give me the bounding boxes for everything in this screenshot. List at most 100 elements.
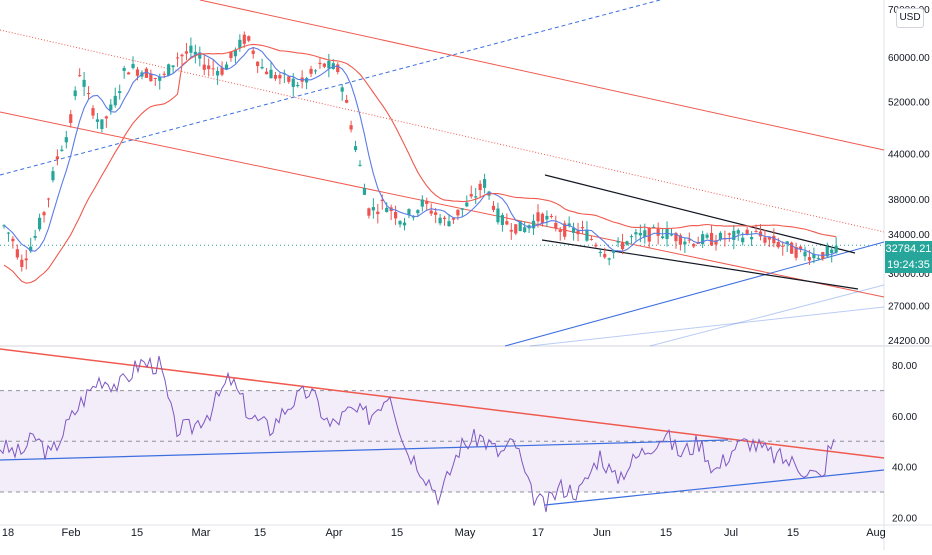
candle-body <box>69 114 73 123</box>
candle-body <box>647 227 651 242</box>
candle-body <box>127 72 131 75</box>
candle-body <box>451 218 456 220</box>
candle-body <box>340 87 344 92</box>
price-tick-label: 52000.00 <box>888 97 930 108</box>
time-tick-label: 17 <box>532 527 544 539</box>
candle-body <box>514 224 518 234</box>
candle-body <box>371 207 375 211</box>
candle-body <box>287 76 291 82</box>
candle-body <box>367 208 371 216</box>
candle-body <box>385 207 389 213</box>
candle-body <box>741 237 745 243</box>
candle-body <box>465 202 469 207</box>
candle-body <box>278 75 282 79</box>
candle-body <box>309 68 313 74</box>
price-tick-label: 30000.00 <box>888 269 930 280</box>
rsi-tick-label: 60.00 <box>892 412 917 423</box>
candle-body <box>727 233 731 235</box>
candle-body <box>82 79 86 87</box>
candle-body <box>830 249 834 254</box>
candle-body <box>353 146 358 151</box>
candle-body <box>24 258 28 261</box>
rsi-tick-label: 20.00 <box>892 513 917 524</box>
candle-body <box>349 125 353 130</box>
wedge-top-line <box>544 174 856 254</box>
candle-body <box>162 73 166 75</box>
candle-body <box>167 64 171 76</box>
time-tick-label: Feb <box>62 527 81 539</box>
candle-body <box>807 257 812 261</box>
candle-body <box>46 198 51 200</box>
candle-body <box>327 60 331 69</box>
candle-body <box>11 238 15 242</box>
candle-body <box>425 200 429 204</box>
candle-body <box>264 71 269 75</box>
time-tick-label: Jun <box>593 527 611 539</box>
support-trend-line <box>504 241 885 347</box>
candle-body <box>620 242 625 250</box>
candle-body <box>434 212 438 215</box>
price-tick-label: 24200.00 <box>888 336 930 347</box>
candle-body <box>652 226 656 228</box>
candle-body <box>202 64 206 70</box>
candle-body <box>109 104 113 111</box>
candle-body <box>73 90 77 97</box>
candle-body <box>692 244 696 247</box>
candle-body <box>669 234 674 236</box>
time-tick-label: Apr <box>325 527 342 539</box>
mid-channel-line <box>0 29 885 233</box>
candle-body <box>798 246 803 250</box>
candle-body <box>705 234 709 238</box>
currency-button[interactable]: USD <box>896 8 924 28</box>
candle-body <box>812 253 816 259</box>
candle-body <box>313 70 318 72</box>
candle-body <box>491 205 496 210</box>
candle-body <box>394 212 398 219</box>
candle-body <box>536 212 540 222</box>
candle-body <box>42 212 46 216</box>
candle-body <box>438 217 442 224</box>
candle-body <box>362 187 367 195</box>
candle-body <box>407 209 411 215</box>
candle-body <box>256 61 260 67</box>
candle-body <box>216 70 220 76</box>
candle-body <box>104 116 108 119</box>
candle-body <box>33 235 37 238</box>
candle-body <box>38 217 42 230</box>
candle-body <box>629 236 634 238</box>
candle-body <box>612 250 616 253</box>
price-tick-label: 27000.00 <box>888 302 930 313</box>
candle-body <box>15 249 19 258</box>
candle-body <box>376 211 380 215</box>
candle-body <box>781 245 785 247</box>
candle-body <box>113 95 117 106</box>
candle-body <box>238 39 242 49</box>
candle-body <box>229 51 233 59</box>
candle-body <box>398 221 402 225</box>
candle-body <box>420 199 424 207</box>
candle-body <box>594 244 598 247</box>
candle-body <box>175 57 180 59</box>
candle-body <box>189 45 193 53</box>
candle-body <box>803 251 807 257</box>
time-tick-label: 15 <box>131 527 143 539</box>
price-tick-label: 38000.00 <box>888 195 930 206</box>
candle-body <box>411 216 415 218</box>
rsi-rising-line <box>544 469 885 506</box>
wedge-bottom-line <box>541 239 859 290</box>
candle-body <box>474 196 478 198</box>
price-tick-label: 60000.00 <box>888 53 930 64</box>
last-price-label: 32784.21 <box>885 241 932 257</box>
candle-body <box>718 232 723 240</box>
candle-body <box>505 221 509 225</box>
candle-body <box>825 246 829 257</box>
candle-body <box>496 208 500 223</box>
candle-body <box>224 64 229 70</box>
candle-body <box>509 229 513 232</box>
candle-body <box>447 221 451 227</box>
rsi-line <box>0 355 835 513</box>
candle-body <box>772 235 776 244</box>
candle-body <box>135 69 140 76</box>
